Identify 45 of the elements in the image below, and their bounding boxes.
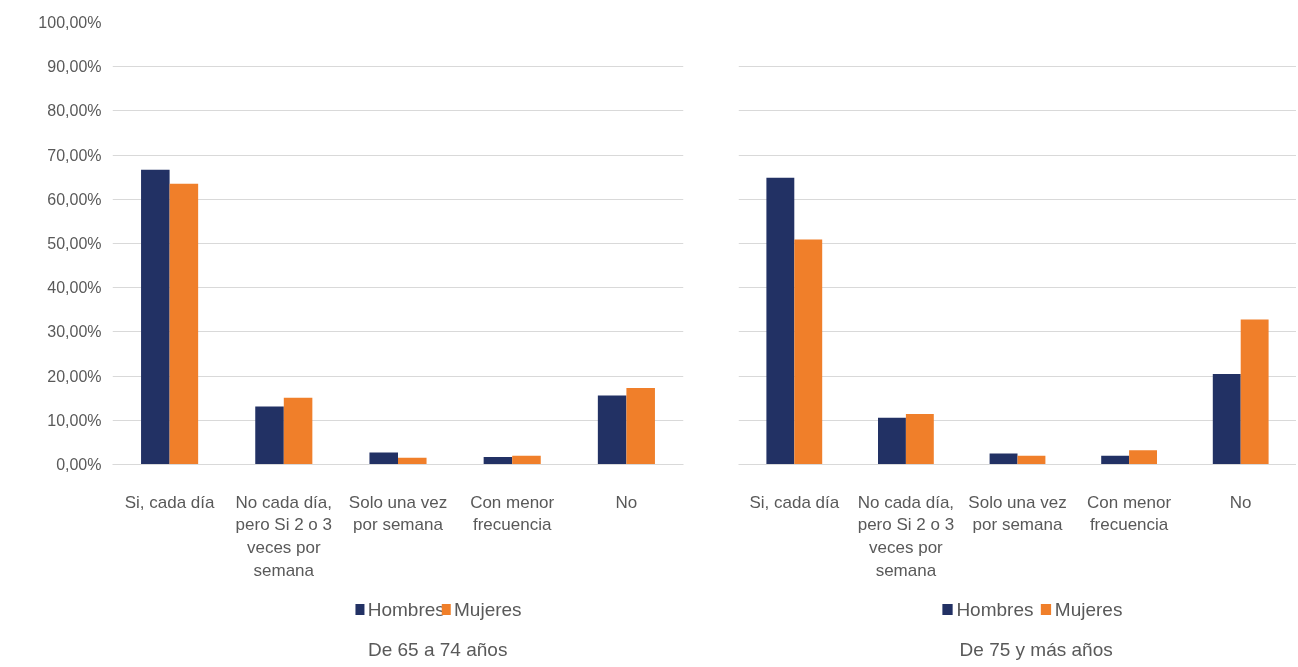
bar [626, 388, 655, 465]
text: De 75 y más años [959, 638, 1113, 660]
y-tick-label: 100,00% [38, 14, 102, 31]
bar [1240, 319, 1269, 465]
y-tick-label: 30,00% [47, 323, 102, 341]
y-tick-label: 80,00% [47, 102, 102, 120]
y-tick-label: 40,00% [47, 279, 102, 297]
bar [169, 183, 199, 465]
bar [989, 453, 1018, 465]
y-tick-label: 90,00% [47, 58, 102, 76]
x-tick-label: Solo una vez por semana [968, 492, 1067, 535]
x-tick-label: No [1229, 492, 1252, 512]
x-tick-label: No cada día, pero Si 2 o 3 veces por semana [235, 492, 333, 580]
y-tick-label: 70,00% [47, 146, 102, 164]
bar [141, 169, 170, 465]
bar [369, 452, 398, 465]
legend-label: Mujeres [1054, 599, 1123, 620]
legend-label: Hombres [956, 599, 1034, 620]
bar [905, 414, 934, 465]
bar [483, 456, 513, 465]
x-tick-label: No [615, 492, 638, 512]
x-tick-label: Con menor frecuencia [470, 492, 555, 535]
bar [794, 239, 823, 465]
x-tick-label: Si, cada día [749, 492, 840, 512]
bar [1101, 455, 1130, 465]
y-tick-label: 0,00% [56, 456, 102, 473]
bar [1212, 373, 1241, 465]
x-tick-label: Si, cada día [124, 492, 216, 512]
x-tick-label: Con menor frecuencia [1087, 492, 1172, 535]
bar [597, 395, 627, 465]
bar [766, 177, 795, 465]
y-tick-label: 50,00% [47, 235, 102, 252]
bar [1129, 450, 1157, 465]
bar [255, 406, 284, 465]
y-tick-label: 60,00% [47, 190, 102, 208]
bar [283, 397, 313, 465]
x-tick-label: No cada día, pero Si 2 o 3 veces por semana [857, 492, 955, 580]
y-tick-label: 20,00% [47, 367, 102, 385]
legend-label: Mujeres [454, 599, 522, 620]
bar [878, 417, 906, 465]
text: De 65 a 74 años [367, 638, 508, 660]
y-tick-label: 10,00% [47, 411, 102, 429]
bar [512, 455, 541, 465]
x-tick-label: Solo una vez por semana [348, 492, 448, 535]
bar [398, 457, 427, 465]
